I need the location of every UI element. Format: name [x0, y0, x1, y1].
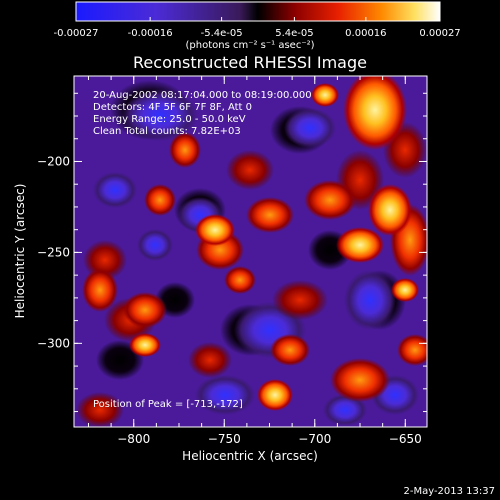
- annotation-peak-position: Position of Peak = [-713,-172]: [93, 399, 243, 410]
- x-tick-label: −750: [208, 432, 241, 446]
- heatmap-blob: [257, 379, 293, 411]
- colorbar-tick-label: 0.00027: [419, 28, 460, 39]
- heatmap-blob: [391, 278, 419, 302]
- heatmap-blob: [272, 280, 328, 320]
- heatmap-blob: [76, 392, 124, 427]
- colorbar-gradient: [75, 1, 441, 22]
- heatmap-blob: [336, 227, 384, 263]
- annotation-energy-range: Energy Range: 25.0 - 50.0 keV: [93, 114, 246, 125]
- colorbar-tick-label: 5.4e-05: [275, 28, 313, 39]
- heatmap-blob: [311, 83, 339, 107]
- heatmap-blob: [343, 76, 407, 150]
- x-axis-ticks: −800 −750 −700 −650: [87, 76, 422, 446]
- heatmap-blob: [93, 172, 137, 208]
- heatmap-blob: [195, 375, 255, 415]
- heatmap-blob: [144, 184, 176, 216]
- heatmap-blob: [284, 108, 336, 148]
- heatmap-image: [74, 76, 427, 427]
- heatmap-blob: [330, 358, 390, 402]
- colorbar-tick-label: -0.00016: [128, 28, 173, 39]
- heatmap-blob: [344, 270, 396, 330]
- heatmap-blob: [246, 197, 294, 233]
- annotation-time-range: 20-Aug-2002 08:17:04.000 to 08:19:00.000: [93, 90, 312, 101]
- x-tick-label: −700: [298, 432, 331, 446]
- heatmap-blob: [188, 342, 232, 378]
- y-tick-label: −250: [37, 245, 70, 259]
- plot-frame: [73, 75, 428, 428]
- x-tick-label: −800: [117, 432, 150, 446]
- heatmap-blob: [224, 266, 256, 294]
- heatmap-blob: [195, 214, 235, 246]
- heatmap-blob: [226, 150, 274, 190]
- footer-date: 2-May-2013 13:37: [403, 486, 495, 497]
- heatmap-blob: [169, 132, 201, 168]
- heatmap-blob: [123, 292, 167, 328]
- heatmap-blob: [368, 184, 412, 236]
- colorbar-unit-label: (photons cm⁻² s⁻¹ asec⁻²): [185, 40, 314, 51]
- heatmap-blobs: [76, 76, 427, 427]
- heatmap-blob: [137, 229, 173, 261]
- colorbar-tick-label: -0.00027: [54, 28, 99, 39]
- heatmap-blob: [397, 334, 427, 366]
- heatmap-blob: [82, 268, 118, 312]
- annotation-detectors: Detectors: 4F 5F 6F 7F 8F, Att 0: [93, 102, 252, 113]
- heatmap-blob: [129, 333, 161, 357]
- colorbar-tick-label: -5.4e-05: [201, 28, 243, 39]
- heatmap-blob: [304, 180, 356, 220]
- colorbar-tick-label: 0.00016: [345, 28, 386, 39]
- x-axis-label: Heliocentric X (arcsec): [182, 449, 318, 463]
- colorbar: -0.00027 -0.00016 -5.4e-05 5.4e-05 0.00016 0.…: [54, 1, 461, 51]
- heatmap-blob: [323, 394, 367, 426]
- heatmap-blob: [270, 334, 310, 366]
- x-tick-label: −650: [389, 432, 422, 446]
- colorbar-ticks: -0.00027 -0.00016 -5.4e-05 5.4e-05 0.00016 0.…: [54, 17, 461, 39]
- heatmap-blob: [122, 89, 198, 141]
- chart-title: Reconstructed RHESSI Image: [133, 53, 367, 72]
- y-axis-ticks: −200 −250 −300: [37, 92, 427, 413]
- y-tick-label: −300: [37, 336, 70, 350]
- annotation-clean-counts: Clean Total counts: 7.82E+03: [93, 126, 241, 137]
- y-tick-label: −200: [37, 154, 70, 168]
- chart-annotations: 20-Aug-2002 08:17:04.000 to 08:19:00.000…: [93, 90, 312, 410]
- y-axis-label: Heliocentric Y (arcsec): [13, 184, 27, 319]
